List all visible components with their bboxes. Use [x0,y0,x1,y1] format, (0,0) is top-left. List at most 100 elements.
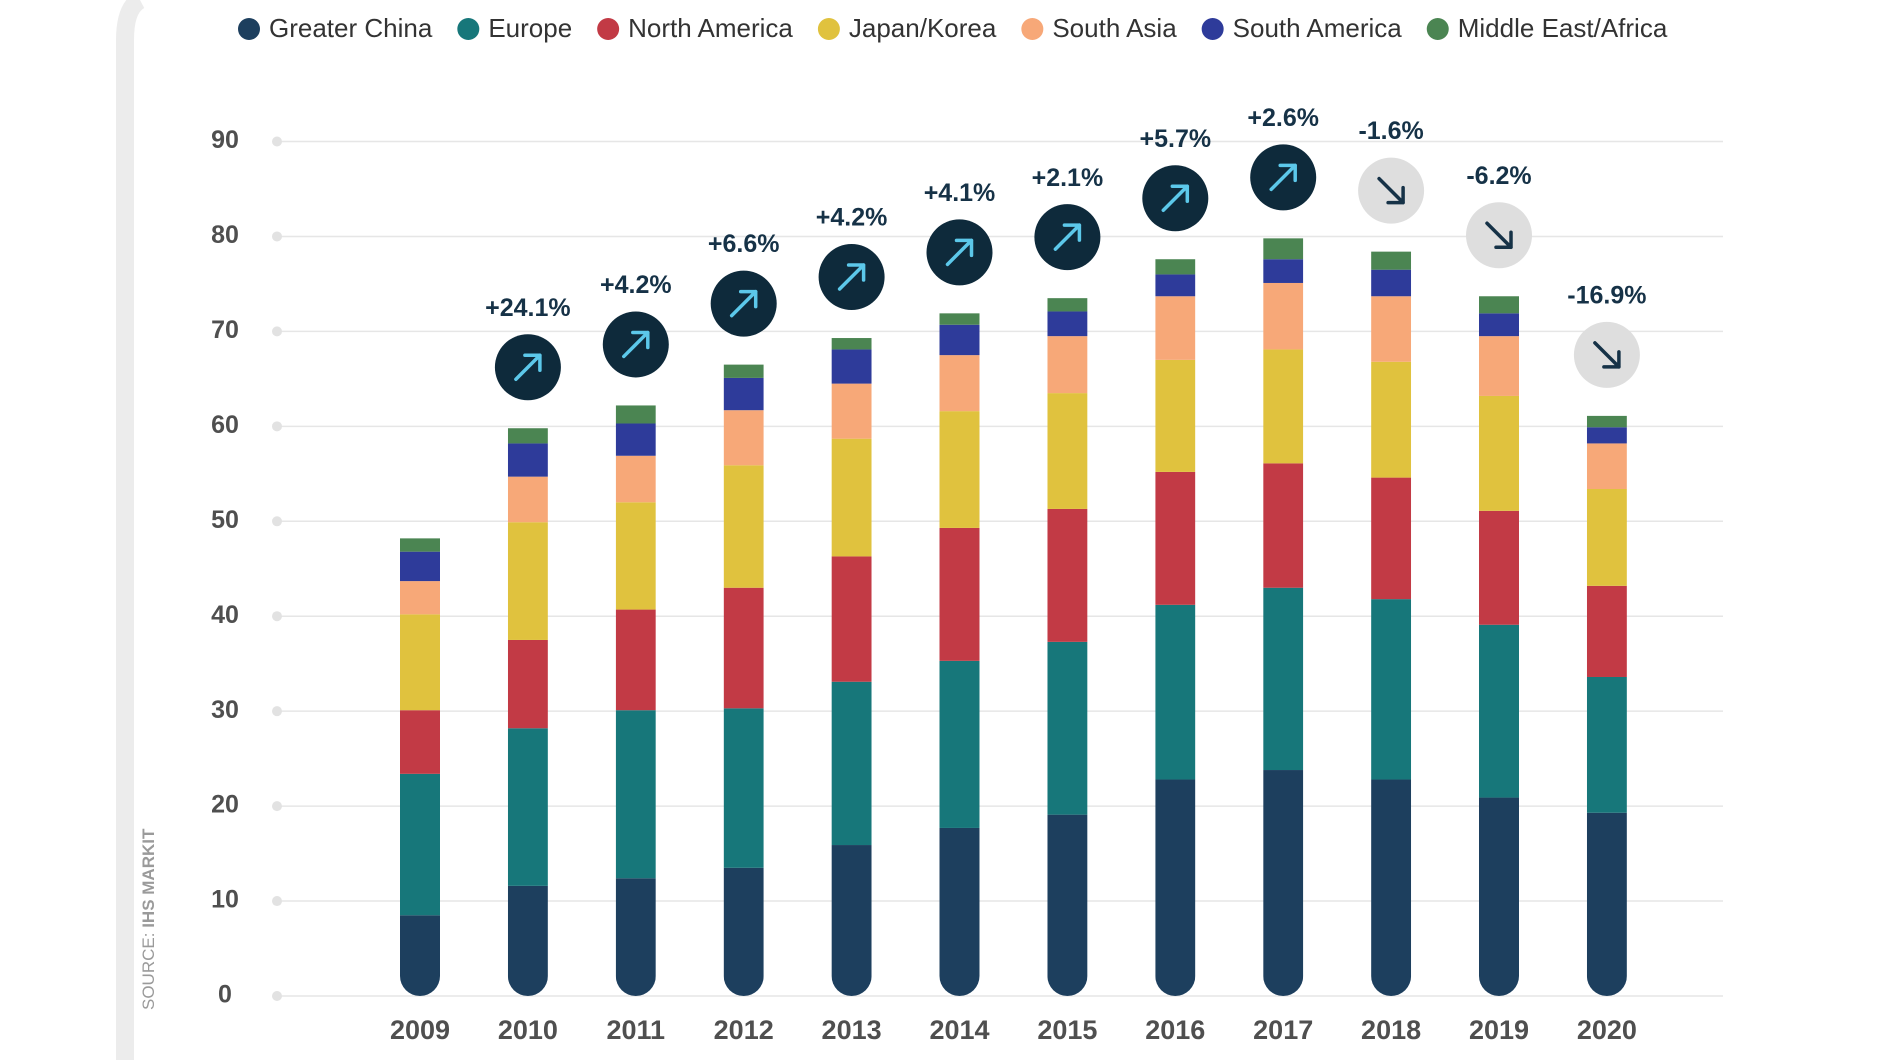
bar-stack [1263,238,1304,996]
bar-segment [507,522,548,640]
x-tick-label: 2017 [1253,1015,1313,1045]
bar-stack [615,405,656,996]
change-label: +4.2% [600,271,672,299]
bar-segment [1371,269,1412,297]
bar-stack [1155,259,1196,996]
bar-segment [615,455,656,503]
change-arrow [514,353,542,381]
bar-segment [1371,251,1412,270]
change-label: +6.6% [708,230,780,258]
bar-segment [507,728,548,886]
change-arrow [729,289,758,318]
bar-segment [1586,443,1627,489]
x-tick-label: 2011 [607,1015,666,1045]
bar-segment [1371,779,1412,996]
tick-dot [272,706,282,717]
bar-segment [1263,238,1304,260]
x-tick-label: 2010 [498,1015,558,1045]
change-arrow [837,263,866,291]
change-label: -6.2% [1466,162,1531,190]
bar-segment [1263,770,1304,996]
bar-segment [1155,779,1196,996]
bar-segment [1047,814,1088,996]
bar-segment [1155,296,1196,360]
bar-segment [1479,797,1519,996]
change-label: +2.1% [1032,164,1104,192]
bar-segment [723,867,764,996]
bar-segment [939,355,980,412]
change-label: +2.6% [1247,104,1319,132]
legend-marker [457,18,480,40]
legend-marker [1201,18,1224,40]
bar-segment [831,383,872,439]
bar-segment [615,710,656,879]
change-arrow [945,238,974,267]
bar-segment [1263,259,1304,283]
bar-segment [723,364,764,378]
change-label: -1.6% [1358,117,1423,145]
bar-segment [400,551,440,582]
source-name: IHS MARKIT [139,828,158,928]
bar-segment [507,639,548,729]
bar-segment [615,609,656,711]
change-label: +24.1% [485,294,571,322]
bar-segment [723,587,764,709]
bar-segment [1047,508,1088,642]
bar-segment [1047,641,1088,815]
change-arrow [622,330,650,359]
y-tick-label: 60 [211,411,239,439]
change-arrow [1485,221,1513,250]
change-label: +5.7% [1140,125,1212,153]
x-tick-label: 2020 [1577,1015,1637,1045]
x-tick-label: 2009 [390,1015,450,1045]
tick-dot [272,231,282,242]
bar-segment [1047,298,1088,312]
bar-segment [615,878,656,996]
bar-segment [400,581,440,615]
bar-segment [400,710,440,774]
panel-edge [116,0,146,1060]
source-label: SOURCE: [139,933,158,1010]
bar-segment [1263,587,1304,771]
bar-segment [615,405,656,424]
bar-segment [1586,676,1627,813]
legend-marker [597,18,620,40]
change-label: -16.9% [1567,281,1646,309]
bar-segment [831,681,872,846]
change-arrow [1053,223,1082,251]
legend-label: Greater China [269,13,433,43]
y-tick-label: 80 [211,221,239,249]
y-tick-label: 70 [211,316,239,344]
bar-segment [1586,585,1627,677]
legend-label: South Asia [1052,13,1177,43]
legend-marker [1021,18,1044,40]
legend-marker [1426,18,1449,40]
bar-segment [1047,393,1088,509]
bar-segment [507,885,548,996]
bar-segment [1479,624,1519,798]
legend-label: Japan/Korea [849,13,997,43]
x-tick-label: 2015 [1037,1015,1097,1045]
bar-segment [615,423,656,456]
bar-segment [1586,488,1627,586]
bar-stack [1479,296,1519,996]
bar-segment [1371,296,1412,362]
change-arrow [1593,341,1621,369]
bar-segment [723,708,764,868]
bar-segment [615,502,656,610]
tick-dot [272,421,282,432]
bar-segment [939,660,980,828]
tick-dot [272,326,282,337]
legend-label: Middle East/Africa [1458,13,1668,43]
bar-segment [1155,259,1196,275]
bar-segment [1155,359,1196,472]
bar-segment [939,411,980,528]
bar-segment [831,338,872,350]
bar-segment [1479,395,1519,511]
bar-stack [723,364,764,996]
bar-segment [1155,471,1196,605]
bar-segment [1263,282,1304,350]
bar-segment [400,773,440,916]
